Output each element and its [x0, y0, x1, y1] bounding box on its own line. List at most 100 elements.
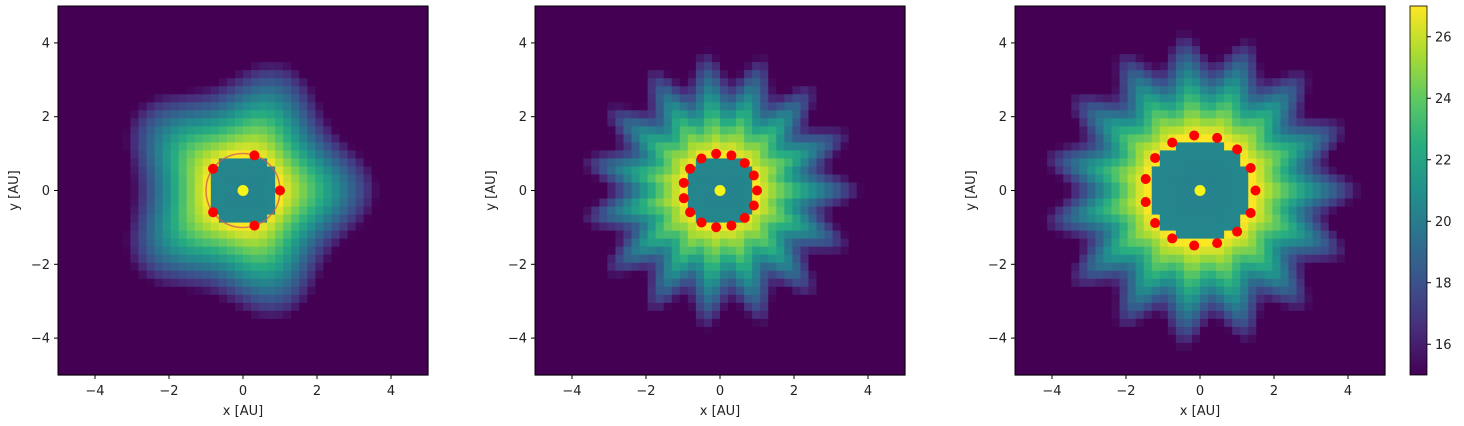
heatmap-cell [1103, 126, 1113, 135]
heatmap-cell [267, 190, 276, 200]
heatmap-cell [864, 318, 874, 328]
heatmap-cell [186, 166, 196, 176]
heatmap-cell [202, 70, 212, 79]
heatmap-cell [583, 46, 592, 55]
heatmap-cell [744, 182, 753, 192]
heatmap-cell [1015, 342, 1024, 352]
heatmap-cell [728, 182, 737, 192]
heatmap-cell [66, 278, 75, 288]
heatmap-cell [720, 358, 729, 368]
heatmap-cell [74, 30, 83, 39]
heatmap-cell [591, 246, 600, 256]
heatmap-cell [186, 366, 196, 376]
heatmap-cell [186, 126, 196, 135]
heatmap-cell [736, 174, 745, 184]
heatmap-cell [411, 222, 421, 232]
heatmap-cell [58, 14, 67, 23]
heatmap-cell [307, 190, 316, 200]
heatmap-cell [122, 142, 131, 151]
heatmap-cell [792, 94, 802, 103]
heatmap-cell [551, 134, 560, 143]
heatmap-cell [591, 326, 600, 336]
heatmap-cell [663, 110, 673, 119]
heatmap-cell [623, 182, 633, 192]
heatmap-cell [808, 118, 818, 127]
heatmap-cell [768, 222, 777, 232]
heatmap-cell [1047, 182, 1056, 192]
heatmap-cell [695, 94, 705, 103]
heatmap-cell [275, 254, 284, 264]
heatmap-cell [202, 246, 212, 256]
heatmap-cell [170, 230, 180, 240]
heatmap-cell [711, 230, 721, 240]
heatmap-cell [720, 142, 729, 151]
heatmap-cell [848, 318, 858, 328]
heatmap-cell [736, 86, 745, 95]
heatmap-cell [363, 94, 373, 103]
heatmap-cell [776, 238, 785, 248]
heatmap-cell [122, 70, 131, 79]
heatmap-cell [1095, 94, 1105, 103]
heatmap-cell [1063, 326, 1072, 336]
heatmap-cell [1055, 342, 1064, 352]
heatmap-cell [744, 326, 753, 336]
heatmap-cell [307, 46, 316, 55]
heatmap-cell [720, 110, 729, 119]
heatmap-cell [784, 246, 793, 256]
heatmap-cell [122, 278, 131, 288]
heatmap-cell [403, 238, 413, 248]
heatmap-cell [1047, 134, 1056, 143]
heatmap-cell [162, 94, 172, 103]
heatmap-cell [840, 318, 850, 328]
heatmap-cell [234, 6, 244, 15]
heatmap-cell [379, 262, 389, 272]
heatmap-cell [655, 318, 665, 328]
heatmap-cell [275, 358, 284, 368]
heatmap-cell [138, 310, 148, 320]
heatmap-cell [98, 78, 107, 87]
heatmap-cell [154, 198, 164, 208]
heatmap-cell [74, 166, 83, 176]
heatmap-cell [623, 214, 633, 224]
heatmap-cell [736, 206, 745, 216]
heatmap-cell [1095, 270, 1105, 280]
heatmap-cell [58, 86, 67, 95]
heatmap-cell [631, 78, 641, 87]
heatmap-cell [631, 342, 641, 352]
heatmap-cell [66, 142, 75, 151]
heatmap-cell [800, 342, 810, 352]
heatmap-cell [639, 118, 649, 127]
heatmap-cell [291, 262, 300, 272]
heatmap-cell [114, 134, 123, 143]
heatmap-cell [1039, 246, 1048, 256]
heatmap-cell [679, 222, 689, 232]
heatmap-cell [695, 46, 705, 55]
heatmap-cell [808, 86, 818, 95]
heatmap-cell [840, 54, 850, 63]
heatmap-cell [162, 222, 172, 232]
heatmap-cell [687, 54, 697, 63]
heatmap-cell [403, 262, 413, 272]
heatmap-cell [1055, 110, 1064, 119]
heatmap-cell [864, 46, 874, 55]
heatmap-cell [58, 174, 67, 184]
heatmap-cell [1031, 270, 1040, 280]
heatmap-cell [114, 126, 123, 135]
heatmap-cell [639, 334, 649, 344]
heatmap-cell [1055, 334, 1064, 344]
heatmap-cell [411, 334, 421, 344]
heatmap-cell [864, 214, 874, 224]
heatmap-cell [776, 358, 785, 368]
heatmap-cell [1023, 342, 1032, 352]
heatmap-cell [888, 118, 898, 127]
heatmap-cell [371, 174, 381, 184]
heatmap-cell [114, 142, 123, 151]
heatmap-cell [1095, 142, 1105, 151]
heatmap-cell [243, 70, 252, 79]
heatmap-cell [331, 126, 341, 135]
heatmap-cell [411, 110, 421, 119]
heatmap-cell [647, 126, 657, 135]
heatmap-cell [243, 254, 252, 264]
heatmap-cell [631, 142, 641, 151]
heatmap-cell [130, 238, 140, 248]
